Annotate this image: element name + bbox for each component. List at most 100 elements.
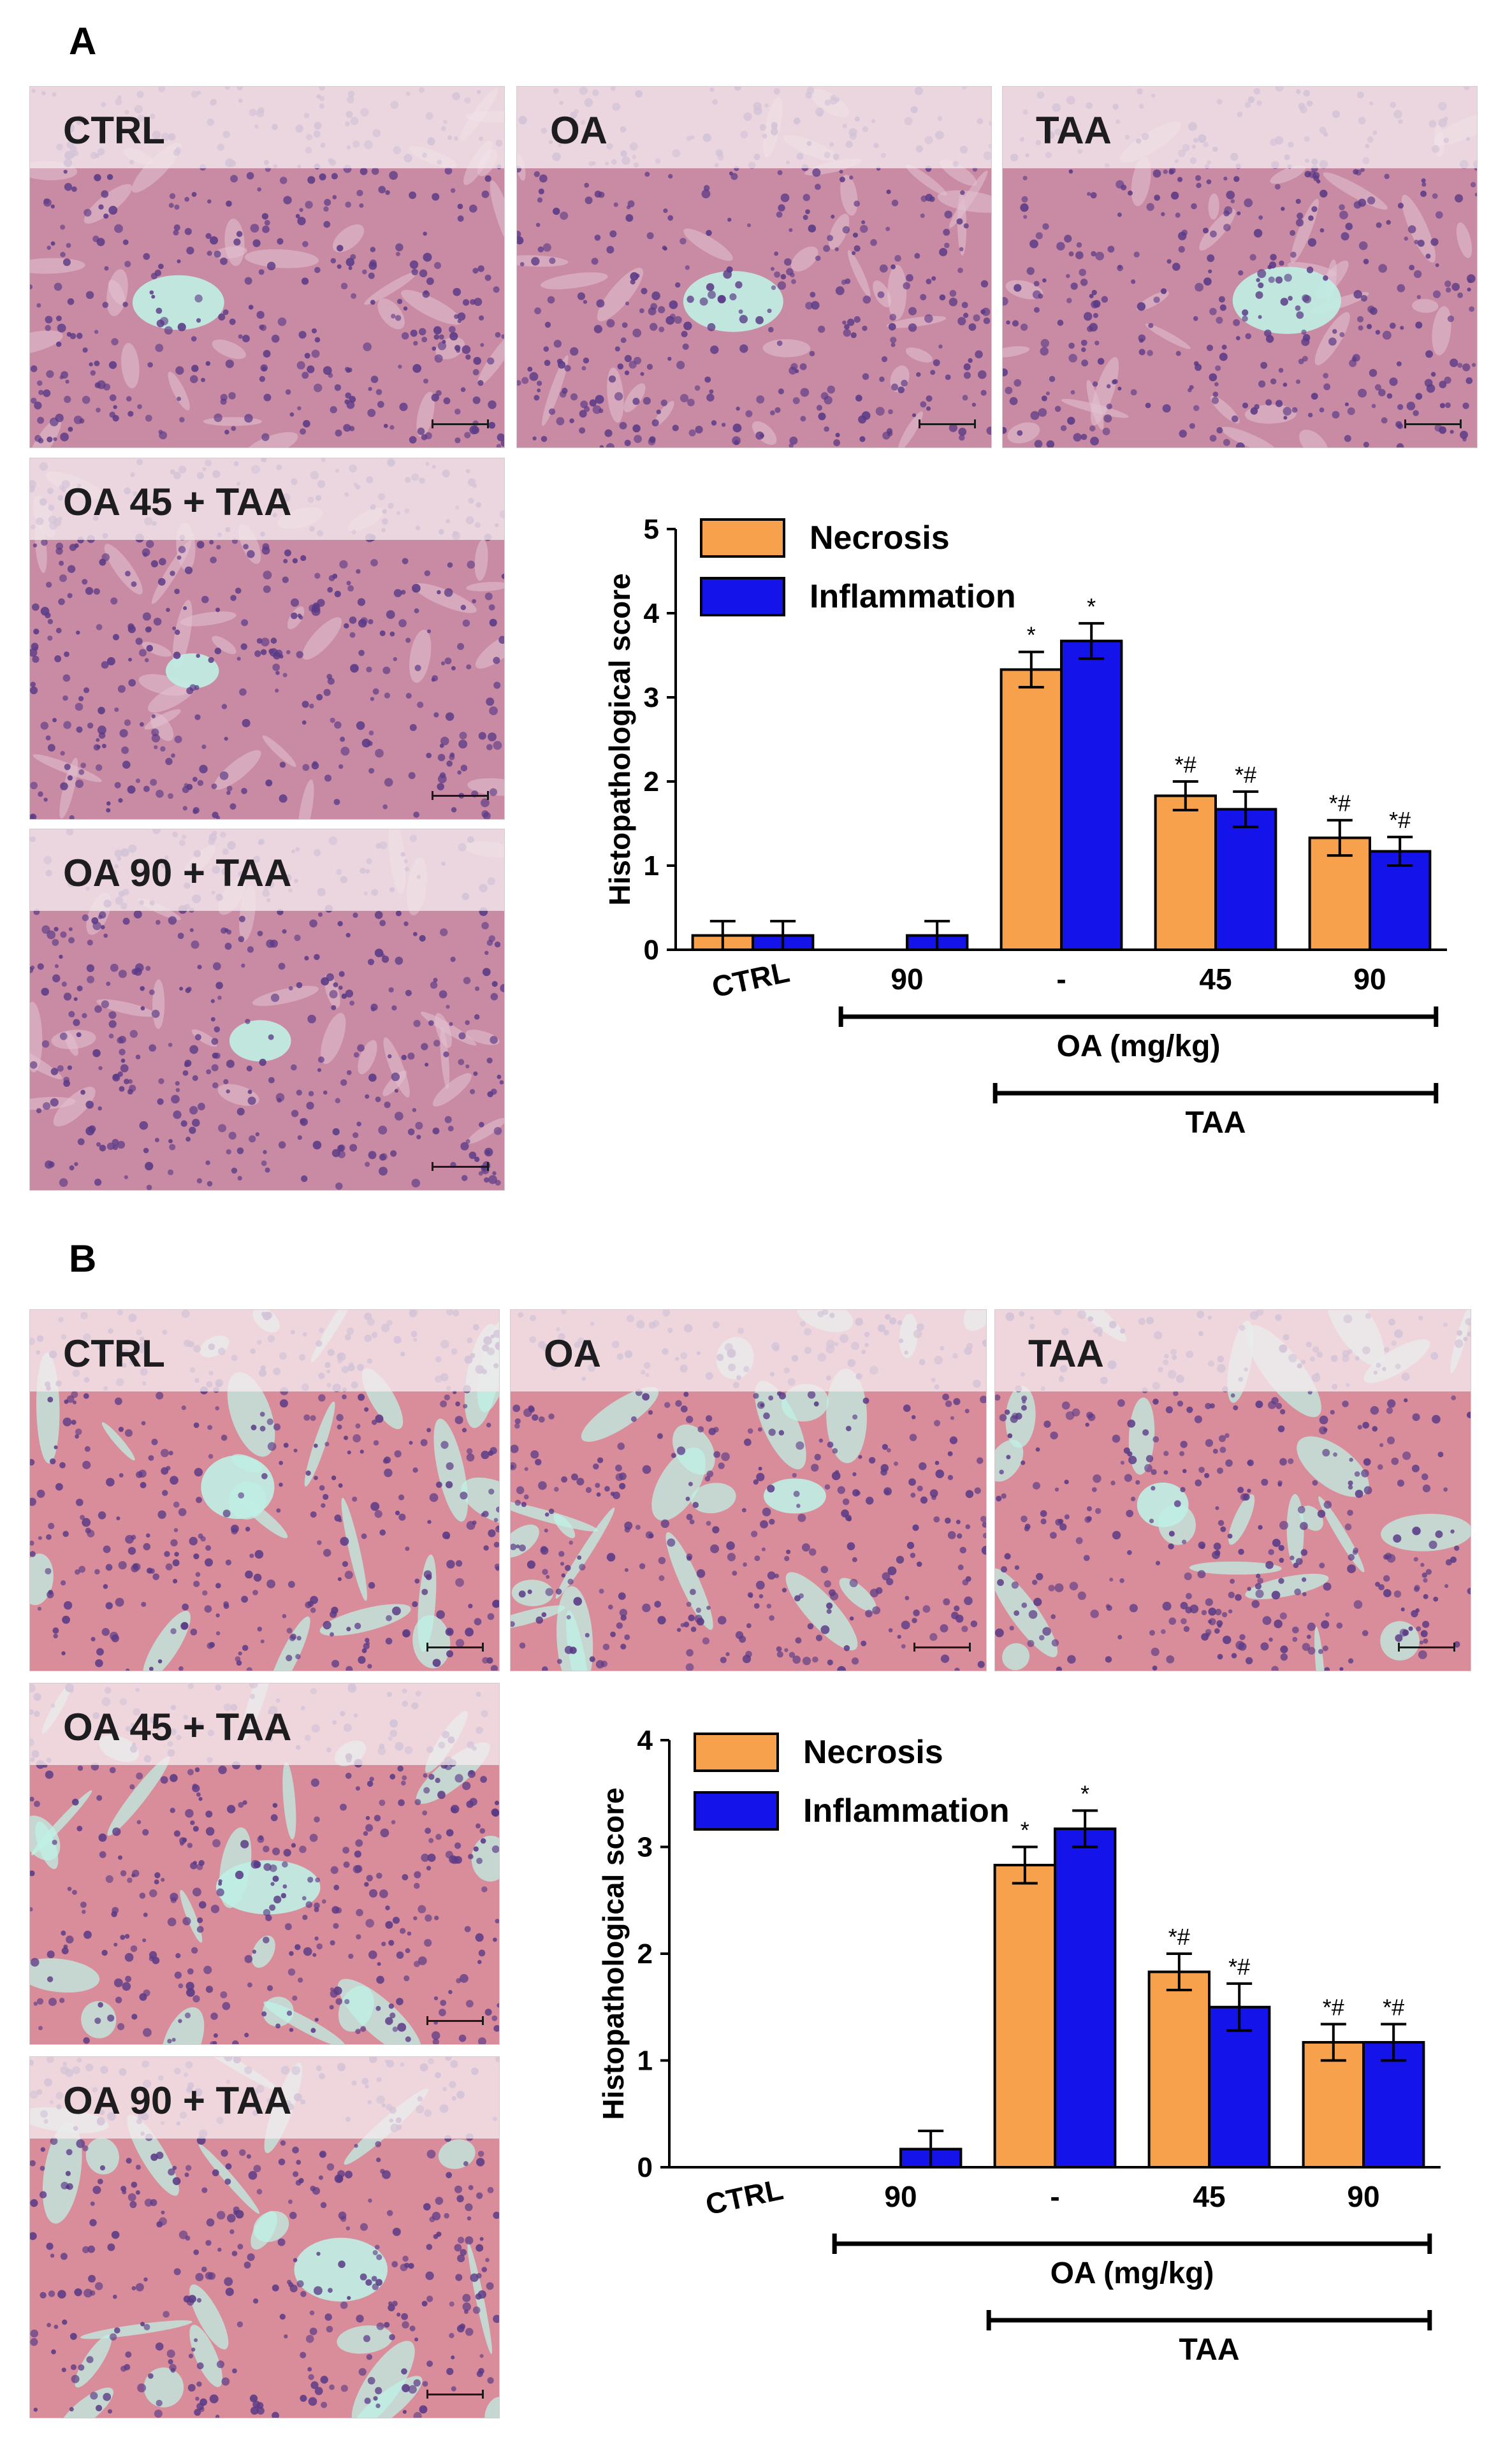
error-bar [924,920,950,950]
error-bar [1012,1845,1038,1885]
x-tick-label: - [1056,963,1066,996]
micrograph-label: OA 90 + TAA [63,852,292,894]
error-bar [770,920,796,950]
significance-marker: * [1080,1781,1089,1807]
y-tick-label: 2 [644,766,659,797]
significance-marker: * [1087,593,1096,620]
significance-marker: *# [1329,790,1351,817]
legend-label: Inflammation [803,1792,1010,1829]
y-tick-label: 3 [644,682,659,713]
micrograph-label: CTRL [63,1332,165,1375]
x-tick-label: 90 [1353,963,1386,996]
significance-marker: *# [1228,1954,1250,1980]
scale-bar [432,1162,489,1171]
error-bar [1381,2023,1407,2062]
scale-bar [426,1643,484,1652]
significance-marker: *# [1383,1994,1404,2021]
scale-bar [913,1643,971,1652]
bracket-label: OA (mg/kg) [1050,2256,1214,2290]
significance-marker: *# [1323,1994,1344,2021]
y-tick-label: 0 [637,2152,653,2183]
label-band [30,2057,499,2139]
micrograph-label: OA 90 + TAA [63,2079,292,2122]
x-tick-label: 45 [1193,2180,1225,2213]
x-tick-label: 90 [890,963,923,996]
micrograph-b-taa: TAA [994,1309,1471,1671]
scale-bar [432,791,489,800]
panel-a-letter: A [69,20,97,62]
bar-inflammation-2 [1054,1827,1117,2169]
micrograph-label: TAA [1036,109,1112,152]
micrograph-label: CTRL [63,109,165,152]
bracket-label: TAA [1179,2333,1239,2367]
micrograph-a-ctrl: CTRL [29,86,505,448]
label-band [1003,87,1477,168]
micrograph-b-oa45-taa: OA 45 + TAA [29,1683,500,2045]
chart-a: 0 1 2 3 4 5 Histopathological score * * *# *# *# *# C… [555,497,1479,1173]
group-bracket: OA (mg/kg) [832,2234,1432,2290]
error-bar [1072,1809,1098,1849]
x-tick-label: 45 [1199,963,1232,996]
label-band [517,87,991,168]
legend-label: Necrosis [803,1734,943,1771]
group-bracket: TAA [992,1083,1439,1140]
y-axis-label: Histopathological score [603,573,636,905]
error-bar [1226,1982,1253,2032]
bar-inflammation-4 [1369,850,1432,951]
chart-b: 0 1 2 3 4 Histopathological score * * *# *# *# *# CT… [548,1721,1479,2422]
scale-bar [426,2390,484,2399]
label-band [995,1310,1471,1391]
error-bar [709,920,736,950]
significance-marker: *# [1175,752,1196,778]
bar-inflammation-2 [1060,639,1123,951]
y-tick-label: 5 [644,514,659,545]
bracket-label: OA (mg/kg) [1057,1029,1221,1063]
significance-marker: *# [1389,807,1411,833]
scale-bar [432,419,489,428]
legend-swatch-inflammation [694,1791,779,1831]
micrograph-b-oa90-taa: OA 90 + TAA [29,2056,500,2418]
significance-marker: * [1021,1817,1029,1843]
error-bar [1018,650,1044,689]
legend-swatch-necrosis [700,518,785,558]
label-band [511,1310,986,1391]
y-tick-label: 4 [637,1725,653,1756]
scale-bar [1404,419,1462,428]
micrograph-b-oa: OA [510,1309,987,1671]
micrograph-label: TAA [1028,1332,1104,1375]
significance-marker: *# [1235,762,1256,788]
bar-necrosis-3 [1154,794,1217,951]
micrograph-label: OA [544,1332,601,1375]
micrograph-a-taa: TAA [1002,86,1478,448]
micrograph-a-oa45-taa: OA 45 + TAA [29,458,505,820]
x-tick-label: - [1050,2180,1059,2213]
bar-necrosis-2 [993,1863,1056,2169]
bar-necrosis-3 [1147,1970,1210,2169]
x-tick-label: 90 [1347,2180,1379,2213]
scale-bar [1398,1643,1455,1652]
y-tick-label: 1 [637,2045,653,2077]
y-tick-label: 2 [637,1938,653,1970]
significance-marker: * [1027,622,1036,648]
micrograph-a-oa: OA [516,86,992,448]
scale-bar [919,419,976,428]
x-tick-label: CTRL [702,2172,786,2221]
micrograph-label: OA 45 + TAA [63,481,292,523]
group-bracket: TAA [986,2310,1432,2367]
micrograph-label: OA 45 + TAA [63,1706,292,1748]
label-band [30,1683,499,1765]
error-bar [1172,780,1198,811]
legend-label: Necrosis [810,519,950,556]
y-tick-label: 0 [644,934,659,966]
error-bar [1166,1952,1192,1991]
x-tick-label: 90 [884,2180,917,2213]
error-bar [918,2130,944,2167]
scale-bar [426,2016,484,2025]
label-band [30,458,504,540]
error-bar [1233,790,1259,829]
y-tick-label: 1 [644,850,659,882]
label-band [30,87,504,168]
legend-swatch-necrosis [694,1733,779,1772]
